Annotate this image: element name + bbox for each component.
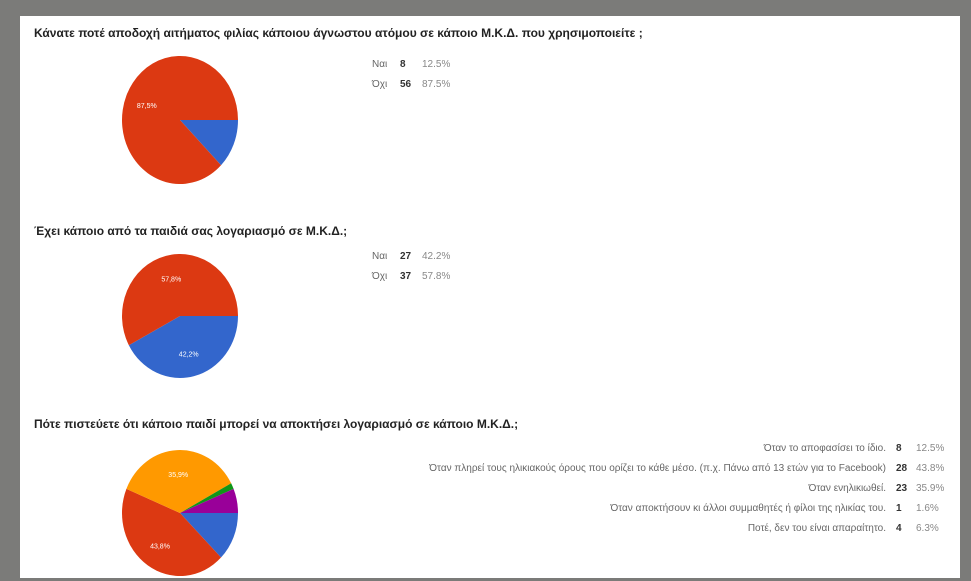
legend-percent: 42.2% — [422, 250, 451, 262]
legend-2: Ναι 27 42.2% Όχι 37 57.8% — [372, 246, 450, 286]
legend-percent: 43.8% — [916, 462, 945, 474]
legend-row: Ναι 8 12.5% — [372, 54, 450, 74]
legend-count: 27 — [400, 250, 412, 262]
legend-1: Ναι 8 12.5% Όχι 56 87.5% — [372, 54, 450, 94]
pie-slice — [180, 488, 238, 513]
pie-slice — [180, 483, 234, 513]
legend-count: 8 — [896, 442, 902, 454]
legend-count: 37 — [400, 270, 412, 282]
legend-percent: 87.5% — [422, 78, 451, 90]
pie-slice — [122, 254, 238, 346]
legend-percent: 12.5% — [916, 442, 945, 454]
pie-chart-2: 42,2% 57,8% — [122, 254, 238, 378]
pie-slice — [121, 488, 222, 576]
legend-count: 4 — [896, 522, 902, 534]
pie-chart-3: 43,8% 35,9% — [121, 450, 238, 576]
legend-row: Όταν ενηλικιωθεί. 23 35.9% — [429, 478, 946, 498]
legend-row: Όταν το αποφασίσει το ίδιο. 8 12.5% — [429, 438, 946, 458]
legend-count: 1 — [896, 502, 902, 514]
legend-percent: 12.5% — [422, 58, 451, 70]
legend-label: Όχι — [372, 270, 388, 282]
legend-count: 28 — [896, 462, 908, 474]
pie-slice — [180, 120, 238, 166]
legend-row: Ποτέ, δεν του είναι απαραίτητο. 4 6.3% — [429, 518, 946, 538]
legend-percent: 1.6% — [916, 502, 939, 514]
pie-slice-label: 35,9% — [168, 472, 188, 479]
legend-count: 8 — [400, 58, 406, 70]
question-2-title: Έχει κάποιο από τα παιδιά σας λογαριασμό… — [34, 224, 348, 238]
legend-label: Όταν πληρεί τους ηλικιακούς όρους που ορ… — [429, 462, 886, 474]
legend-percent: 35.9% — [916, 482, 945, 494]
legend-percent: 6.3% — [916, 522, 939, 534]
legend-label: Όχι — [372, 78, 388, 90]
legend-label: Ναι — [372, 250, 388, 262]
survey-results-page: Κάνατε ποτέ αποδοχή αιτήματος φιλίας κάπ… — [20, 16, 960, 578]
legend-label: Όταν αποκτήσουν κι άλλοι συμμαθητές ή φί… — [610, 502, 886, 514]
legend-row: Όταν πληρεί τους ηλικιακούς όρους που ορ… — [429, 458, 946, 478]
question-1-title: Κάνατε ποτέ αποδοχή αιτήματος φιλίας κάπ… — [34, 26, 643, 40]
legend-row: Όταν αποκτήσουν κι άλλοι συμμαθητές ή φί… — [429, 498, 946, 518]
legend-count: 56 — [400, 78, 412, 90]
pie-slice — [122, 56, 238, 185]
legend-label: Ποτέ, δεν του είναι απαραίτητο. — [747, 522, 886, 534]
legend-percent: 57.8% — [422, 270, 451, 282]
legend-row: Όχι 56 87.5% — [372, 74, 450, 94]
pie-slice-label: 87,5% — [137, 103, 157, 110]
legend-row: Ναι 27 42.2% — [372, 246, 450, 266]
question-3-title: Πότε πιστεύετε ότι κάποιο παιδί μπορεί ν… — [34, 417, 519, 431]
pie-slice-label: 57,8% — [161, 277, 181, 284]
legend-label: Όταν ενηλικιωθεί. — [808, 482, 886, 494]
pie-slice-label: 42,2% — [179, 351, 199, 358]
pie-slice — [180, 513, 238, 558]
legend-3: Όταν το αποφασίσει το ίδιο. 8 12.5% Όταν… — [429, 438, 946, 538]
pie-slice — [126, 450, 232, 513]
pie-slice-label: 43,8% — [150, 543, 170, 550]
pie-slice — [128, 316, 238, 378]
legend-label: Όταν το αποφασίσει το ίδιο. — [763, 442, 886, 454]
legend-row: Όχι 37 57.8% — [372, 266, 450, 286]
pie-chart-1: 87,5% — [122, 56, 238, 185]
legend-count: 23 — [896, 482, 908, 494]
legend-label: Ναι — [372, 58, 388, 70]
